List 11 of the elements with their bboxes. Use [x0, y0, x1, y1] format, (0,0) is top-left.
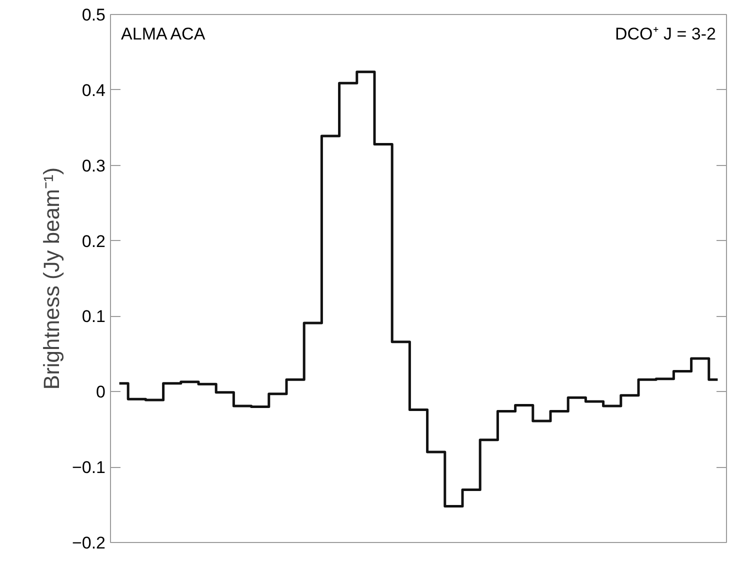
y-tick-label: −0.1: [72, 458, 106, 478]
y-tick-label: −0.2: [72, 534, 106, 552]
y-tick-label: 0: [96, 382, 106, 402]
y-axis-title: Brightness (Jy beam⁻¹): [38, 167, 64, 390]
annotation: DCO⁺ J = 3-2: [614, 24, 716, 44]
y-tick-label: 0.2: [82, 232, 106, 251]
y-tick-label: 0.4: [82, 80, 106, 100]
y-tick-label: 0.5: [82, 6, 106, 24]
annotation: ALMA ACA: [121, 24, 206, 44]
y-tick-label: 0.3: [82, 156, 106, 176]
y-tick-label: 0.1: [82, 307, 106, 326]
